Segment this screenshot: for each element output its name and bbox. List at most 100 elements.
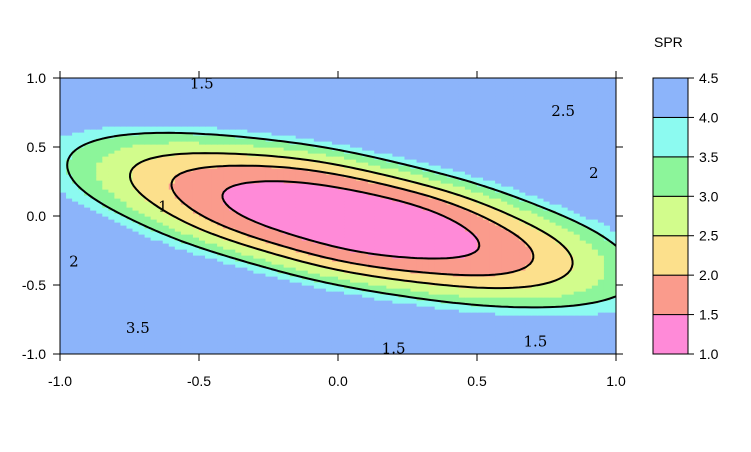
contour-band-cell [289, 309, 297, 313]
contour-band-cell [338, 306, 345, 310]
contour-band-cell [192, 222, 200, 226]
contour-band-cell [156, 288, 164, 292]
contour-band-cell [150, 312, 158, 316]
contour-band-cell [114, 330, 122, 334]
contour-band-cell [483, 300, 490, 304]
contour-band-cell [265, 258, 273, 262]
contour-band-cell [368, 315, 375, 319]
contour-band-cell [531, 222, 539, 226]
contour-band-cell [319, 336, 327, 340]
contour-band-cell [325, 306, 333, 310]
contour-band-cell [211, 312, 218, 316]
contour-band-cell [573, 270, 581, 274]
contour-band-cell [162, 252, 170, 256]
contour-band-cell [501, 249, 508, 253]
contour-band-cell [531, 309, 539, 313]
contour-band-cell [549, 285, 557, 289]
contour-band-cell [108, 312, 115, 316]
contour-band-cell [555, 267, 563, 271]
contour-band-cell [464, 312, 472, 316]
contour-band-cell [555, 312, 563, 316]
contour-band-cell [513, 336, 520, 340]
contour-band-cell [398, 285, 406, 289]
contour-band-cell [283, 330, 291, 334]
contour-band-cell [174, 327, 182, 331]
contour-band-cell [277, 321, 285, 325]
contour-band-cell [374, 303, 381, 307]
contour-band-cell [90, 297, 97, 301]
contour-band-cell [555, 282, 563, 286]
contour-band-cell [241, 267, 248, 271]
contour-band-cell [428, 237, 436, 241]
contour-band-cell [289, 321, 297, 325]
contour-band-cell [609, 309, 616, 313]
contour-band-cell [483, 312, 490, 316]
contour-band-cell [126, 228, 134, 232]
contour-band-cell [477, 252, 484, 256]
contour-band-cell [168, 327, 176, 331]
contour-band-cell [513, 273, 520, 277]
contour-band-cell [241, 264, 248, 268]
contour-band-cell [362, 312, 369, 316]
contour-band-cell [561, 324, 569, 328]
contour-band-cell [283, 324, 291, 328]
contour-band-cell [108, 237, 115, 241]
contour-band-cell [555, 264, 563, 268]
contour-band-cell [126, 249, 134, 253]
contour-band-cell [120, 306, 128, 310]
contour-band-cell [495, 288, 502, 292]
contour-band-cell [72, 327, 79, 331]
contour-band-cell [108, 282, 115, 286]
contour-band-cell [120, 324, 128, 328]
contour-band-cell [229, 213, 236, 217]
contour-band-cell [519, 318, 526, 322]
contour-band-cell [192, 234, 200, 238]
contour-band-cell [313, 282, 321, 286]
contour-band-cell [410, 309, 418, 313]
contour-band-cell [477, 276, 484, 280]
contour-band-cell [331, 336, 339, 340]
contour-band-cell [579, 261, 587, 265]
contour-band-cell [307, 231, 315, 235]
contour-band-cell [199, 252, 206, 256]
contour-band-cell [223, 270, 230, 274]
contour-band-cell [440, 228, 448, 232]
contour-band-cell [579, 282, 587, 286]
contour-band-cell [603, 345, 611, 349]
contour-band-cell [603, 351, 611, 354]
contour-band-cell [126, 333, 134, 337]
contour-band-cell [108, 294, 115, 298]
contour-band-cell [144, 282, 152, 286]
contour-band-cell [585, 216, 593, 220]
contour-band-cell [325, 309, 333, 313]
contour-band-cell [150, 348, 158, 352]
contour-band-cell [102, 342, 109, 346]
contour-band-cell [440, 291, 448, 295]
contour-band-cell [229, 252, 236, 256]
contour-band-cell [271, 285, 279, 289]
contour-band-cell [84, 249, 91, 253]
contour-band-cell [368, 222, 375, 226]
contour-band-cell [132, 318, 140, 322]
contour-band-cell [174, 312, 182, 316]
contour-band-cell [374, 261, 381, 265]
contour-band-cell [507, 336, 514, 340]
contour-band-cell [483, 234, 490, 238]
contour-band-cell [265, 300, 273, 304]
contour-band-cell [199, 342, 206, 346]
contour-band-cell [241, 315, 248, 319]
contour-band-cell [277, 273, 285, 277]
contour-band-cell [108, 285, 115, 289]
contour-band-cell [452, 276, 460, 280]
contour-band-cell [362, 261, 369, 265]
contour-band-cell [525, 216, 532, 220]
contour-band-cell [519, 276, 526, 280]
contour-band-cell [603, 243, 611, 247]
contour-band-cell [579, 345, 587, 349]
contour-band-cell [168, 270, 176, 274]
contour-band-cell [259, 231, 267, 235]
contour-band-cell [591, 237, 599, 241]
contour-band-cell [507, 222, 514, 226]
contour-band-cell [223, 240, 230, 244]
contour-band-cell [301, 297, 309, 301]
